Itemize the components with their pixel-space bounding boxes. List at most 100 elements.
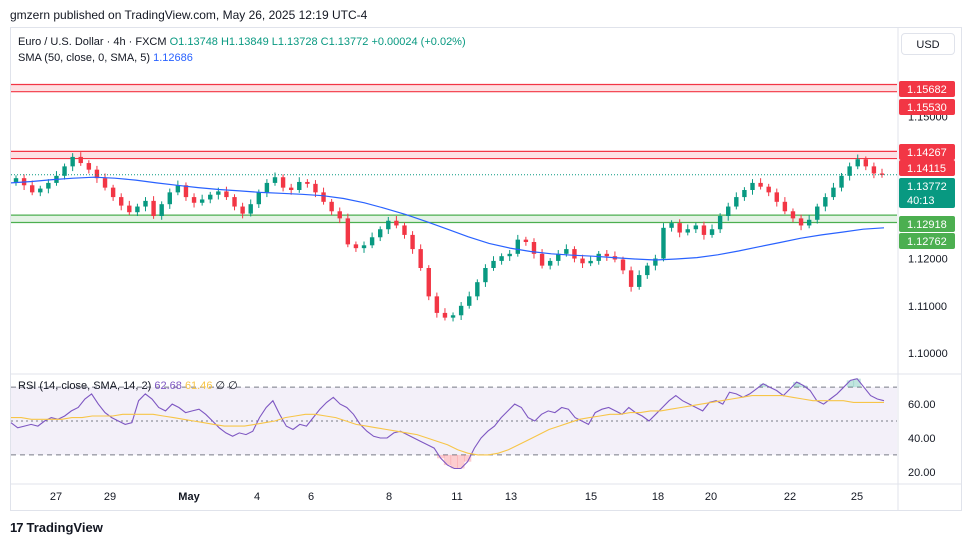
rsi-tick-label: 60.00	[908, 399, 936, 411]
candle-body	[378, 229, 383, 238]
candle-body	[620, 259, 626, 271]
candle-body	[256, 192, 262, 205]
candle-body	[709, 229, 715, 235]
candle-body	[248, 204, 253, 214]
candle-body	[13, 178, 19, 182]
badge-resistance2-lower	[899, 160, 955, 176]
candle-body	[394, 220, 399, 226]
candle-body	[135, 206, 140, 213]
symbol-legend[interactable]: Euro / U.S. Dollar · 4h · FXCM O1.13748 …	[18, 36, 466, 48]
candle-body	[458, 305, 464, 316]
candle-body	[426, 268, 431, 297]
badge-resistance-upper	[899, 81, 955, 97]
badge-support-lower-label: 1.12762	[907, 236, 947, 248]
candle-body	[369, 237, 375, 246]
zone-support-2	[11, 215, 897, 223]
candle-body	[345, 218, 351, 245]
candle-body	[46, 182, 51, 189]
candle-body	[515, 239, 520, 254]
candle-body	[127, 205, 132, 213]
candle-body	[450, 315, 456, 318]
candle-body	[62, 166, 67, 176]
candle-body	[798, 218, 804, 226]
candle-body	[782, 201, 788, 212]
candle-body	[167, 192, 172, 205]
candle-body	[94, 169, 100, 179]
badge-current-price	[899, 178, 955, 208]
candle-body	[685, 229, 690, 233]
candle-body	[628, 270, 634, 287]
candle-body	[491, 260, 496, 268]
time-tick-label: 6	[308, 491, 314, 503]
badge-current-price-label: 1.13772	[907, 181, 947, 193]
candle-body	[669, 223, 674, 228]
candle-body	[208, 194, 213, 200]
candle-body	[879, 173, 885, 175]
candle-body	[806, 219, 812, 226]
candle-body	[823, 197, 828, 207]
candle-body	[580, 258, 585, 264]
time-tick-label: 4	[254, 491, 260, 503]
candle-body	[143, 200, 148, 207]
candle-body	[434, 296, 440, 313]
candle-body	[272, 177, 278, 183]
candle-body	[758, 182, 763, 187]
brand-name: TradingView	[26, 520, 103, 535]
price-tick-label: 1.10000	[908, 348, 948, 360]
candle-body	[216, 191, 221, 195]
candle-body	[288, 187, 294, 190]
rsi-tick-label: 40.00	[908, 433, 936, 445]
candle-body	[596, 253, 601, 261]
candle-body	[871, 166, 877, 174]
candle-body	[661, 227, 666, 259]
currency-button[interactable]: USD	[901, 33, 955, 55]
sma-line	[10, 176, 885, 261]
rsi-legend[interactable]: RSI (14, close, SMA, 14, 2) 62.68 61.46 …	[18, 379, 238, 392]
rsi-tick-label: 20.00	[908, 467, 936, 479]
candle-body	[475, 282, 480, 297]
tradingview-brand[interactable]: 17 TradingView	[10, 520, 103, 535]
candle-body	[297, 181, 302, 190]
badge-support-lower	[899, 233, 955, 249]
candle-body	[507, 253, 512, 257]
candle-body	[386, 220, 391, 230]
candle-body	[337, 211, 342, 219]
candle-body	[224, 191, 229, 198]
badge-resistance2-lower-label: 1.14115	[907, 163, 946, 175]
candle-body	[418, 249, 423, 268]
time-tick-label: May	[178, 491, 200, 503]
candle-body	[701, 225, 707, 235]
candle-body	[677, 223, 682, 233]
candle-body	[604, 253, 610, 257]
candle-body	[766, 186, 771, 193]
symbol-name: Euro / U.S. Dollar · 4h · FXCM	[18, 36, 167, 48]
sma-legend[interactable]: SMA (50, close, 0, SMA, 5) 1.12686	[18, 52, 193, 64]
candle-body	[693, 225, 699, 230]
candle-body	[102, 178, 108, 188]
rsi-line	[10, 378, 885, 470]
candle-body	[742, 190, 747, 198]
ohlc-values: O1.13748 H1.13849 L1.13728 C1.13772 +0.0…	[169, 36, 466, 48]
time-tick-label: 13	[505, 491, 517, 503]
price-tick-label: 1.12000	[908, 254, 948, 266]
time-tick-label: 25	[851, 491, 863, 503]
badge-support-upper	[899, 216, 955, 232]
candle-body	[547, 260, 553, 266]
candle-body	[467, 296, 472, 306]
candle-body	[483, 268, 488, 283]
badge-resistance2-upper-label: 1.14267	[907, 147, 947, 159]
candle-body	[636, 275, 642, 287]
candle-body	[855, 159, 860, 167]
time-tick-label: 11	[451, 491, 462, 503]
chart-frame	[10, 27, 962, 511]
candle-body	[151, 200, 156, 216]
candle-body	[361, 245, 367, 249]
time-tick-label: 18	[652, 491, 664, 503]
candle-body	[531, 242, 537, 254]
badge-resistance-upper-label: 1.15682	[907, 84, 947, 96]
candle-body	[191, 197, 197, 203]
publish-info: gmzern published on TradingView.com, May…	[10, 8, 368, 22]
badge-resistance-lower-label: 1.15530	[907, 102, 947, 114]
candle-body	[119, 197, 124, 206]
